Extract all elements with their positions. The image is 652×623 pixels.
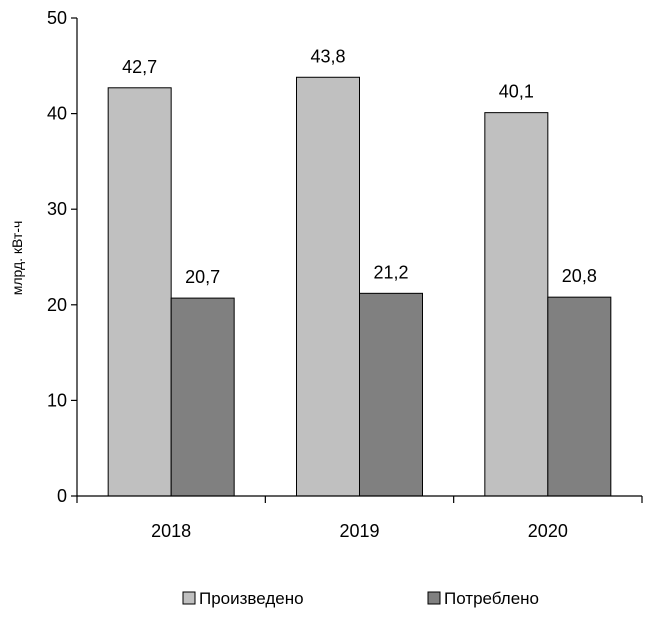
bar-produced xyxy=(107,87,172,497)
bar-value-label: 42,7 xyxy=(122,57,157,77)
bar-value-label: 20,8 xyxy=(562,266,597,286)
bar-consumed xyxy=(359,292,423,497)
x-axis: 2018 2019 2020 xyxy=(76,495,643,541)
legend-label-consumed: Потреблено xyxy=(444,589,539,608)
y-tick-label: 30 xyxy=(47,199,67,219)
bars: 42,7 20,7 43,8 21,2 40,1 20,8 xyxy=(107,46,612,497)
bar-value-label: 40,1 xyxy=(499,82,534,102)
y-tick-label: 40 xyxy=(47,104,67,124)
bar-produced xyxy=(296,76,360,497)
y-tick-label: 50 xyxy=(47,8,67,28)
bar-value-label: 21,2 xyxy=(373,262,408,282)
y-axis-title: млрд. кВт-ч xyxy=(9,221,25,296)
y-tick-label: 20 xyxy=(47,295,67,315)
bar-value-label: 20,7 xyxy=(185,267,220,287)
bar-consumed xyxy=(547,296,612,497)
y-axis: 0 10 20 30 40 50 xyxy=(47,8,78,506)
x-tick-label: 2019 xyxy=(339,521,379,541)
x-tick-label: 2018 xyxy=(151,521,191,541)
bar-consumed xyxy=(170,297,235,497)
y-tick-label: 0 xyxy=(57,486,67,506)
y-tick-label: 10 xyxy=(47,390,67,410)
legend: Произведено Потреблено xyxy=(182,589,539,608)
bar-value-label: 43,8 xyxy=(310,46,345,66)
legend-label-produced: Произведено xyxy=(199,589,304,608)
x-tick-label: 2020 xyxy=(528,521,568,541)
legend-swatch-consumed xyxy=(427,591,441,605)
bar-produced xyxy=(484,112,549,497)
legend-swatch-produced xyxy=(182,591,196,605)
